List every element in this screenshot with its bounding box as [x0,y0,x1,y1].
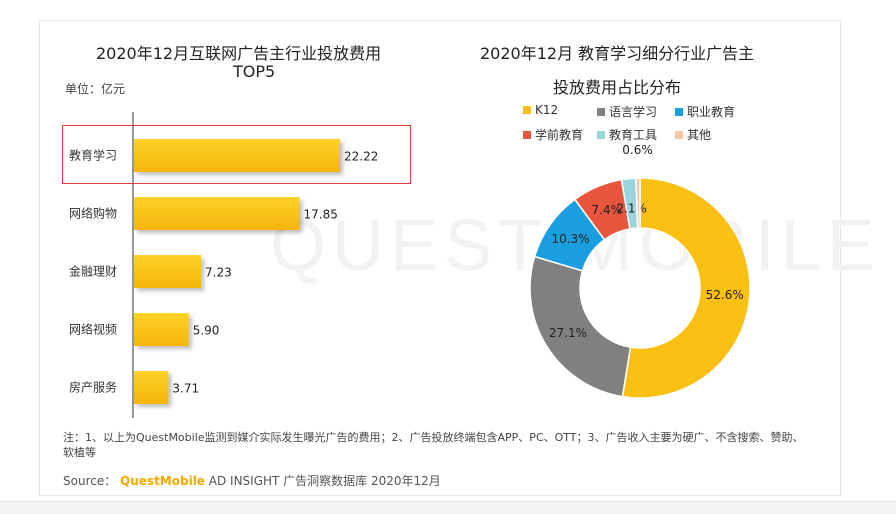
legend-label: 职业教育 [687,105,736,119]
legend-swatch [675,130,683,139]
legend-item: K12 [523,103,558,117]
bottom-strip [0,501,896,514]
source-line: Source： QuestMobile AD INSIGHT 广告洞察数据库 2… [63,472,441,489]
donut-chart-title-line1: 2020年12月 教育学习细分行业广告主 [480,44,755,63]
source-rest: AD INSIGHT 广告洞察数据库 2020年12月 [204,474,441,488]
legend-swatch [597,130,605,139]
bar-chart-title-line2: TOP5 [233,62,276,81]
legend-label: 学前教育 [535,128,584,142]
highlight-box [62,125,411,184]
footnote: 注：1、以上为QuestMobile监测到媒介实际发生曝光广告的费用；2、广告投… [63,431,804,459]
legend-item: 其他 [675,126,711,143]
legend-swatch [523,130,531,139]
legend-swatch [597,107,605,116]
legend-label: K12 [535,103,559,117]
bar-chart-unit: 单位：亿元 [65,82,126,96]
bar-chart-title-line1: 2020年12月互联网广告主行业投放费用 [96,44,382,63]
legend-label: 语言学习 [609,105,658,119]
legend-swatch [523,106,531,114]
legend-item: 语言学习 [597,103,657,120]
legend-label: 其他 [687,128,712,142]
legend-item: 职业教育 [675,103,735,120]
watermark-text: QUEST MOBILE [270,206,881,286]
donut-chart-title-line2: 投放费用占比分布 [553,78,682,97]
legend-item: 教育工具 [597,126,657,143]
legend-item: 学前教育 [523,126,583,143]
legend-swatch [675,107,683,116]
source-prefix: Source： [63,474,117,488]
source-brand: QuestMobile [120,474,205,488]
legend-label: 教育工具 [609,128,658,142]
